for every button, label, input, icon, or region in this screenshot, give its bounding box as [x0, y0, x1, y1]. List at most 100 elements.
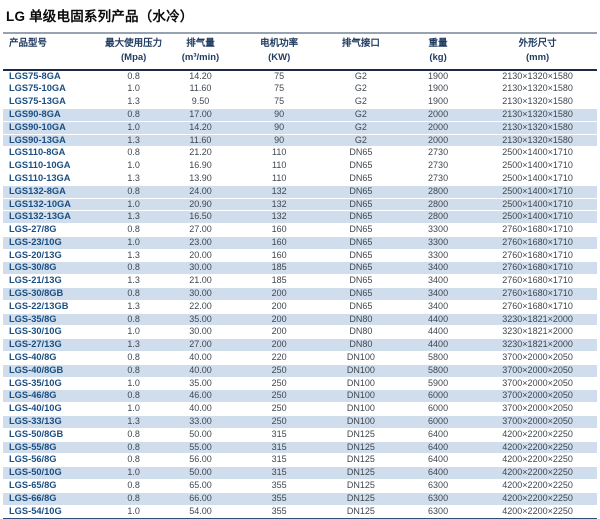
value-cell: 3400	[397, 287, 479, 301]
table-row: LGS-30/8GB 0.8 30.00 200 DN65 3400 2760×1680×1…	[3, 287, 597, 301]
value-cell: 2130×1320×1580	[478, 121, 597, 135]
value-cell: 40.00	[166, 364, 235, 378]
model-cell: LGS-35/8G	[3, 313, 101, 327]
value-cell: 4200×2200×2250	[478, 428, 597, 442]
value-cell: 30.00	[166, 325, 235, 340]
table-row: LGS-55/8G 0.8 55.00 315 DN125 6400 4200×2200×2…	[3, 441, 597, 455]
value-cell: DN65	[323, 236, 398, 250]
table-row: LGS90-10GA 1.0 14.20 90 G2 2000 2130×1320×1580	[3, 121, 597, 135]
value-cell: 2760×1680×1710	[478, 249, 597, 263]
value-cell: DN125	[323, 466, 398, 481]
value-cell: DN100	[323, 377, 398, 391]
value-cell: G2	[323, 69, 398, 84]
value-cell: 3300	[397, 249, 479, 263]
value-cell: 0.8	[101, 351, 167, 365]
value-cell: DN125	[323, 492, 398, 506]
model-cell: LGS75-8GA	[3, 69, 101, 84]
value-cell: DN65	[323, 172, 398, 186]
table-row: LGS110-8GA 0.8 21.20 110 DN65 2730 2500×1400×1…	[3, 146, 597, 161]
value-cell: 200	[234, 287, 324, 301]
value-cell: DN100	[323, 364, 398, 378]
value-cell: 185	[234, 274, 324, 289]
model-cell: LGS-27/13G	[3, 338, 101, 353]
model-cell: LGS-66/8G	[3, 492, 101, 506]
value-cell: 4200×2200×2250	[478, 466, 597, 481]
value-cell: DN65	[323, 261, 398, 276]
value-cell: 315	[234, 428, 324, 442]
model-cell: LGS-30/10G	[3, 325, 101, 340]
model-cell: LGS-22/13GB	[3, 300, 101, 314]
value-cell: 315	[234, 453, 324, 468]
value-cell: DN65	[323, 274, 398, 289]
col-unit-pressure: (Mpa)	[121, 51, 147, 63]
value-cell: DN65	[323, 159, 398, 173]
value-cell: 2130×1320×1580	[478, 134, 597, 148]
value-cell: 75	[234, 95, 324, 109]
model-cell: LGS-54/10G	[3, 505, 101, 519]
table-row: LGS-35/8G 0.8 35.00 200 DN80 4400 3230×1821×20…	[3, 313, 597, 327]
page-title: LG 单级电固系列产品（水冷）	[6, 9, 194, 24]
value-cell: 0.8	[101, 287, 167, 301]
value-cell: 0.8	[101, 441, 167, 455]
value-cell: 1.0	[101, 236, 167, 250]
value-cell: 40.00	[166, 351, 235, 365]
table-row: LGS-20/13G 1.3 20.00 160 DN65 3300 2760×1680×1…	[3, 249, 597, 263]
value-cell: DN65	[323, 210, 398, 225]
value-cell: 1.3	[101, 300, 167, 314]
value-cell: G2	[323, 82, 398, 97]
table-row: LGS-35/10G 1.0 35.00 250 DN100 5900 3700×2000×…	[3, 377, 597, 391]
value-cell: DN100	[323, 389, 398, 404]
value-cell: 3700×2000×2050	[478, 389, 597, 404]
value-cell: DN100	[323, 402, 398, 417]
value-cell: 1900	[397, 95, 479, 109]
value-cell: 1.0	[101, 505, 167, 519]
value-cell: 4400	[397, 338, 479, 353]
value-cell: 75	[234, 69, 324, 84]
value-cell: 2130×1320×1580	[478, 108, 597, 122]
value-cell: 6400	[397, 441, 479, 455]
value-cell: 4400	[397, 313, 479, 327]
table-row: LGS-30/8G 0.8 30.00 185 DN65 3400 2760×1680×17…	[3, 261, 597, 276]
value-cell: 0.8	[101, 492, 167, 506]
model-cell: LGS-30/8GB	[3, 287, 101, 301]
value-cell: 250	[234, 364, 324, 378]
value-cell: 9.50	[166, 95, 235, 109]
value-cell: 24.00	[166, 185, 235, 199]
model-cell: LGS132-8GA	[3, 185, 101, 199]
table-row: LGS132-8GA 0.8 24.00 132 DN65 2800 2500×1400×1…	[3, 185, 597, 199]
value-cell: 200	[234, 313, 324, 327]
value-cell: 27.00	[166, 338, 235, 353]
value-cell: 14.20	[166, 69, 235, 84]
value-cell: 2500×1400×1710	[478, 159, 597, 173]
value-cell: 0.8	[101, 364, 167, 378]
value-cell: 1.0	[101, 325, 167, 340]
value-cell: 355	[234, 492, 324, 506]
value-cell: 2500×1400×1710	[478, 198, 597, 212]
col-header-displacement: 排气量 (m³/min)	[166, 32, 235, 71]
table-row: LGS-22/13GB 1.3 22.00 200 DN65 3400 2760×1680×…	[3, 300, 597, 314]
value-cell: 30.00	[166, 261, 235, 276]
col-header-interface: 排气接口	[323, 32, 398, 71]
value-cell: 13.90	[166, 172, 235, 186]
value-cell: 0.8	[101, 313, 167, 327]
value-cell: 1.0	[101, 402, 167, 417]
model-cell: LGS-21/13G	[3, 274, 101, 289]
value-cell: 0.8	[101, 69, 167, 84]
value-cell: DN65	[323, 300, 398, 314]
value-cell: 160	[234, 249, 324, 263]
value-cell: DN125	[323, 441, 398, 455]
value-cell: 0.8	[101, 453, 167, 468]
model-cell: LGS-40/8G	[3, 351, 101, 365]
value-cell: 185	[234, 261, 324, 276]
table-row: LGS-23/10G 1.0 23.00 160 DN65 3300 2760×1680×1…	[3, 236, 597, 250]
value-cell: G2	[323, 95, 398, 109]
table-row: LGS-40/8GB 0.8 40.00 250 DN100 5800 3700×2000×…	[3, 364, 597, 378]
value-cell: 54.00	[166, 505, 235, 519]
model-cell: LGS-50/10G	[3, 466, 101, 481]
table-row: LGS-54/10G 1.0 54.00 355 DN125 6300 4200×2200×…	[3, 505, 597, 519]
model-cell: LGS-35/10G	[3, 377, 101, 391]
product-table-body: LGS75-8GA 0.8 14.20 75 G2 1900 2130×1320×1580 L…	[3, 69, 597, 519]
value-cell: 3700×2000×2050	[478, 377, 597, 391]
value-cell: 75	[234, 82, 324, 97]
